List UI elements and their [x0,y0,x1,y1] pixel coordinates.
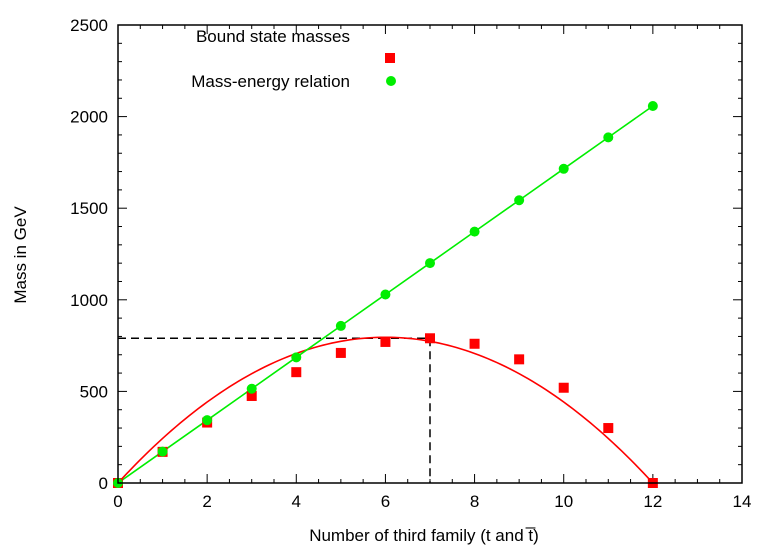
legend-marker-circle [386,76,396,86]
mass-energy-point [425,258,435,269]
y-tick-label: 0 [99,474,108,493]
mass-energy-point [380,289,391,300]
mass-energy-point [335,320,346,331]
bound-state-point [335,347,346,358]
x-tick-label: 14 [733,492,752,511]
mass-energy-point [157,446,168,457]
mass-energy-point [558,163,569,174]
y-tick-label: 500 [80,382,108,401]
peak-guide-lines [118,337,431,483]
bound-state-curve [117,336,654,484]
mass-energy-point [469,226,480,237]
y-tick-label: 2000 [70,108,108,127]
mass-energy-point [246,383,257,394]
y-tick-labels: 0 500 1000 1500 2000 2500 [70,16,108,493]
y-tick-label: 1000 [70,291,108,310]
y-tick-label: 1500 [70,199,108,218]
legend-marker-square [385,53,395,63]
legend: Bound state masses Mass-energy relation [191,27,396,91]
bound-state-point [425,333,435,344]
mass-energy-point [603,132,614,143]
x-tick-label: 4 [292,492,301,511]
y-tick-label: 2500 [70,16,108,35]
plot-frame [117,24,743,484]
bound-state-point [469,338,480,349]
x-axis-title: Number of third family (t and t̅) [309,526,539,545]
mass-energy-point [647,100,658,111]
series-layer [113,100,658,488]
y-axis-title: Mass in GeV [11,206,30,304]
bound-state-point [514,354,525,365]
x-tick-label: 10 [554,492,573,511]
x-tick-labels: 0 2 4 6 8 10 12 14 [113,492,751,511]
x-tick-label: 0 [113,492,122,511]
legend-label-bound-state: Bound state masses [196,27,350,46]
y-ticks [118,24,742,484]
x-tick-label: 12 [643,492,662,511]
bound-state-point [246,390,257,401]
x-tick-label: 8 [470,492,479,511]
bound-state-point [380,336,391,347]
mass-energy-point [202,415,213,426]
x-ticks [117,25,743,483]
mass-energy-point [291,352,302,363]
x-tick-label: 6 [381,492,390,511]
bound-state-point [603,423,614,434]
x-tick-label: 2 [202,492,211,511]
legend-label-mass-energy: Mass-energy relation [191,72,350,91]
mass-energy-point [514,195,525,206]
bound-state-point [291,367,302,378]
bound-state-point [558,382,569,393]
